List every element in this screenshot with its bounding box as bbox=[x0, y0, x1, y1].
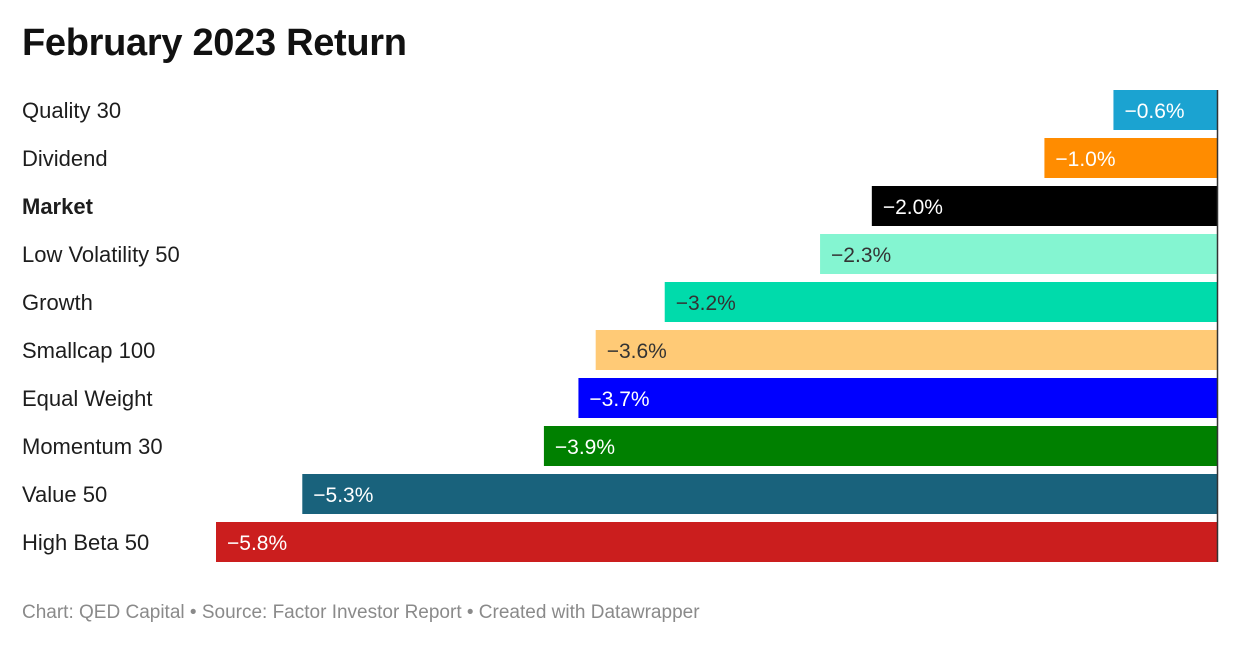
bar bbox=[664, 282, 1217, 322]
category-labels: Quality 30 Dividend Market Low Volatility 5… bbox=[22, 98, 180, 555]
category-label: Quality 30 bbox=[22, 98, 121, 123]
bar bbox=[595, 330, 1217, 370]
category-label: Momentum 30 bbox=[22, 434, 163, 459]
category-label: Dividend bbox=[22, 146, 108, 171]
value-label: −0.6% bbox=[1124, 100, 1184, 123]
category-label: Equal Weight bbox=[22, 386, 152, 411]
category-label: Smallcap 100 bbox=[22, 338, 155, 363]
value-label: −3.2% bbox=[676, 292, 736, 315]
bar bbox=[216, 522, 1217, 562]
bar bbox=[820, 234, 1217, 274]
bar bbox=[1113, 90, 1217, 130]
value-labels: −0.6% −1.0% −2.0% −2.3% −3.2% −3.6% −3.7% −3.9%… bbox=[227, 100, 1185, 555]
chart-footer: Chart: QED Capital • Source: Factor Inve… bbox=[22, 602, 700, 623]
value-label: −2.3% bbox=[831, 244, 891, 267]
category-label: Low Volatility 50 bbox=[22, 242, 180, 267]
bar bbox=[871, 186, 1217, 226]
bar bbox=[578, 378, 1217, 418]
bar bbox=[302, 474, 1217, 514]
value-label: −3.7% bbox=[589, 388, 649, 411]
value-label: −1.0% bbox=[1055, 148, 1115, 171]
category-label: Growth bbox=[22, 290, 93, 315]
category-label: High Beta 50 bbox=[22, 530, 149, 555]
value-label: −5.8% bbox=[227, 532, 287, 555]
value-label: −5.3% bbox=[313, 484, 373, 507]
bar bbox=[543, 426, 1217, 466]
bars bbox=[216, 90, 1217, 562]
chart-title: February 2023 Return bbox=[22, 22, 407, 64]
category-label: Market bbox=[22, 194, 94, 219]
value-label: −2.0% bbox=[883, 196, 943, 219]
category-label: Value 50 bbox=[22, 482, 107, 507]
bar bbox=[1044, 138, 1217, 178]
value-label: −3.6% bbox=[607, 340, 667, 363]
value-label: −3.9% bbox=[555, 436, 615, 459]
